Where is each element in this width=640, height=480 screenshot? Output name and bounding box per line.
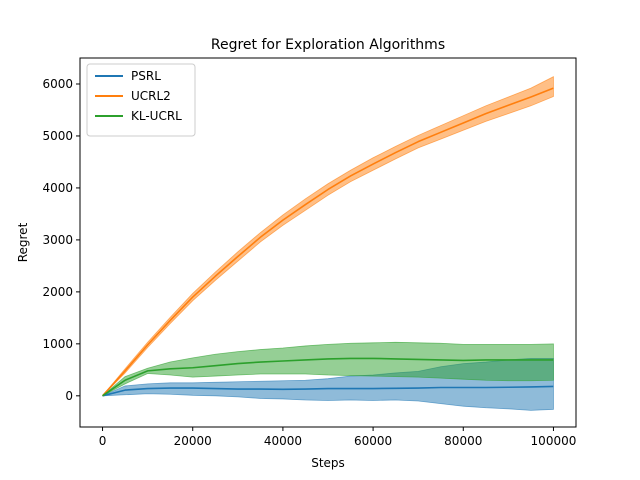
x-tick-label-100000: 100000 <box>531 434 577 448</box>
y-tick-label-2000: 2000 <box>42 285 73 299</box>
x-tick-label-20000: 20000 <box>174 434 212 448</box>
y-tick-label-5000: 5000 <box>42 129 73 143</box>
bands-layer <box>102 76 554 411</box>
x-tick-label-60000: 60000 <box>354 434 392 448</box>
plot-frame <box>79 57 577 428</box>
x-tick-label-0: 0 <box>99 434 107 448</box>
y-tick-label-3000: 3000 <box>42 233 73 247</box>
x-tick-label-80000: 80000 <box>444 434 482 448</box>
legend-box <box>86 63 196 137</box>
lines-layer <box>101 87 554 397</box>
y-tick-label-0: 0 <box>65 389 73 403</box>
chart-title: Regret for Exploration Algorithms <box>211 37 445 53</box>
band-ucrl2 <box>102 76 554 397</box>
legend: PSRL UCRL2 KL-UCRL <box>86 63 196 137</box>
x-axis-title: Steps <box>311 456 345 470</box>
y-axis-title: Regret <box>16 222 30 262</box>
legend-label-ucrl2: UCRL2 <box>131 89 171 103</box>
y-tick-label-1000: 1000 <box>42 337 73 351</box>
y-tick-label-6000: 6000 <box>42 77 73 91</box>
x-tick-label-40000: 40000 <box>264 434 302 448</box>
legend-label-psrl: PSRL <box>131 69 161 83</box>
legend-label-kl-ucrl: KL-UCRL <box>131 109 182 123</box>
line-kl-ucrl <box>102 357 554 397</box>
y-axis: 0 1000 2000 3000 4000 5000 6000 <box>42 77 80 403</box>
x-axis: 0 20000 40000 60000 80000 100000 <box>99 427 577 448</box>
line-ucrl2 <box>101 87 554 397</box>
line-psrl <box>102 385 554 397</box>
y-tick-label-4000: 4000 <box>42 181 73 195</box>
band-kl-ucrl <box>102 341 554 397</box>
